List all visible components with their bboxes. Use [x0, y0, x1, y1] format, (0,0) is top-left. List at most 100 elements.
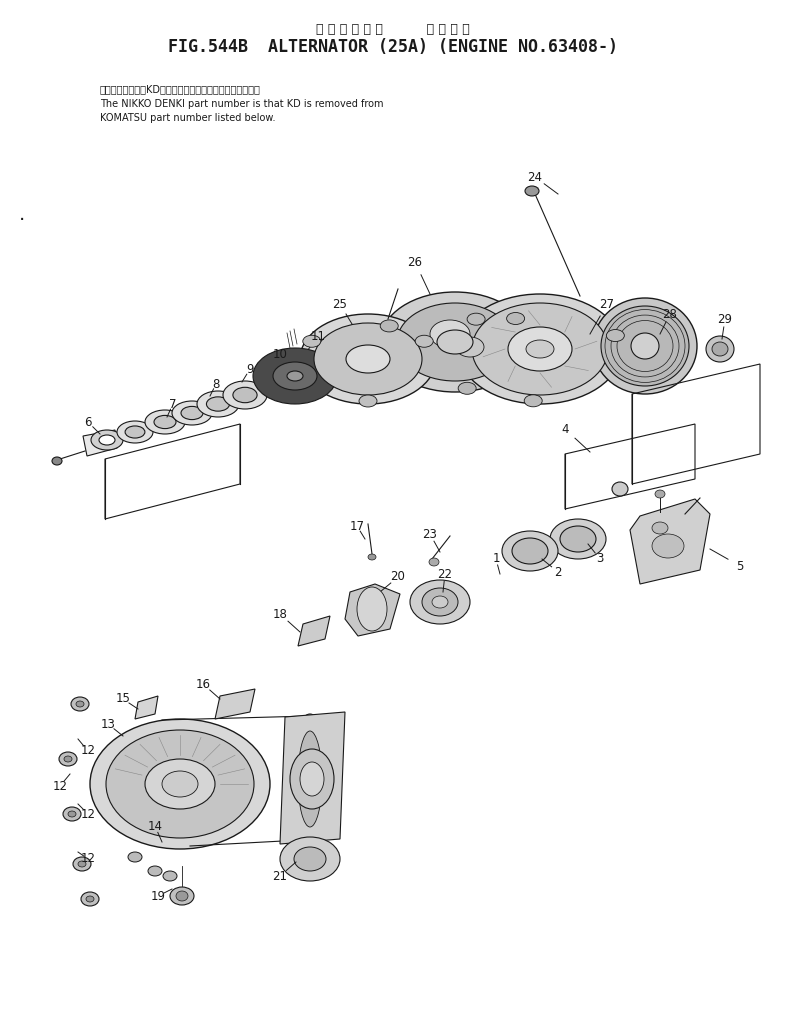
- Polygon shape: [135, 696, 158, 719]
- Text: オ ル タ ネ ー タ          適 用 号 機: オ ル タ ネ ー タ 適 用 号 機: [316, 22, 470, 35]
- Ellipse shape: [303, 336, 321, 347]
- Text: 13: 13: [101, 718, 116, 730]
- Text: KOMATSU part number listed below.: KOMATSU part number listed below.: [100, 113, 275, 123]
- Ellipse shape: [253, 348, 337, 404]
- Ellipse shape: [181, 407, 203, 420]
- Ellipse shape: [290, 714, 330, 844]
- Ellipse shape: [380, 320, 398, 332]
- Text: 29: 29: [718, 312, 733, 325]
- Ellipse shape: [652, 522, 668, 534]
- Ellipse shape: [380, 292, 530, 392]
- Ellipse shape: [298, 731, 322, 827]
- Ellipse shape: [526, 340, 554, 358]
- Ellipse shape: [86, 896, 94, 902]
- Ellipse shape: [397, 303, 513, 381]
- Ellipse shape: [163, 871, 177, 881]
- Text: 7: 7: [169, 397, 177, 411]
- Ellipse shape: [128, 852, 142, 862]
- Ellipse shape: [458, 294, 622, 404]
- Text: 17: 17: [349, 519, 364, 532]
- Ellipse shape: [458, 382, 476, 394]
- Text: 4: 4: [561, 423, 569, 435]
- Ellipse shape: [346, 345, 390, 373]
- Ellipse shape: [512, 538, 548, 564]
- Polygon shape: [83, 430, 117, 456]
- Ellipse shape: [59, 752, 77, 766]
- Text: 24: 24: [527, 170, 542, 184]
- Ellipse shape: [422, 588, 458, 615]
- Text: 1: 1: [492, 553, 500, 566]
- Text: 10: 10: [272, 348, 287, 361]
- Ellipse shape: [99, 435, 115, 445]
- Ellipse shape: [368, 554, 376, 560]
- Ellipse shape: [507, 312, 525, 324]
- Text: 12: 12: [80, 853, 95, 866]
- Ellipse shape: [560, 526, 596, 552]
- Ellipse shape: [233, 387, 257, 403]
- Ellipse shape: [314, 323, 422, 395]
- Text: .: .: [19, 205, 25, 223]
- Ellipse shape: [300, 762, 324, 796]
- Text: 27: 27: [600, 297, 615, 310]
- Text: 19: 19: [150, 889, 165, 902]
- Polygon shape: [298, 615, 330, 646]
- Polygon shape: [215, 689, 255, 719]
- Ellipse shape: [550, 519, 606, 559]
- Polygon shape: [630, 499, 710, 584]
- Ellipse shape: [612, 482, 628, 496]
- Text: 18: 18: [272, 607, 287, 621]
- Ellipse shape: [76, 701, 84, 707]
- Ellipse shape: [606, 330, 624, 342]
- Ellipse shape: [359, 395, 377, 407]
- Text: 20: 20: [390, 571, 405, 583]
- Ellipse shape: [81, 892, 99, 906]
- Ellipse shape: [525, 186, 539, 196]
- Ellipse shape: [206, 396, 230, 411]
- Ellipse shape: [410, 580, 470, 624]
- Ellipse shape: [91, 430, 123, 450]
- Ellipse shape: [290, 749, 334, 809]
- Ellipse shape: [71, 697, 89, 711]
- Ellipse shape: [300, 314, 436, 404]
- Text: 品番のメーカ記号KDを除いたものが日炅電機の品番です．: 品番のメーカ記号KDを除いたものが日炅電機の品番です．: [100, 84, 260, 94]
- Ellipse shape: [430, 320, 470, 348]
- Text: 21: 21: [272, 869, 287, 882]
- Ellipse shape: [712, 342, 728, 356]
- Ellipse shape: [64, 756, 72, 762]
- Text: 12: 12: [80, 744, 95, 757]
- Ellipse shape: [280, 837, 340, 881]
- Ellipse shape: [631, 333, 659, 359]
- Text: The NIKKO DENKI part number is that KD is removed from: The NIKKO DENKI part number is that KD i…: [100, 99, 383, 108]
- Ellipse shape: [706, 336, 734, 362]
- Text: 12: 12: [80, 807, 95, 820]
- Ellipse shape: [197, 391, 239, 417]
- Ellipse shape: [472, 303, 608, 395]
- Ellipse shape: [154, 416, 176, 429]
- Ellipse shape: [172, 401, 212, 425]
- Ellipse shape: [52, 457, 62, 465]
- Ellipse shape: [78, 861, 86, 867]
- Ellipse shape: [601, 306, 689, 386]
- Text: 26: 26: [408, 256, 423, 269]
- Text: 5: 5: [737, 560, 744, 573]
- Text: FIG.544B  ALTERNATOR (25A) (ENGINE NO.63408-): FIG.544B ALTERNATOR (25A) (ENGINE NO.634…: [168, 38, 618, 56]
- Ellipse shape: [73, 857, 91, 871]
- Ellipse shape: [125, 426, 145, 438]
- Ellipse shape: [456, 337, 484, 357]
- Ellipse shape: [429, 558, 439, 566]
- Text: 9: 9: [246, 362, 253, 375]
- Text: 15: 15: [116, 693, 131, 706]
- Ellipse shape: [655, 490, 665, 498]
- Ellipse shape: [63, 807, 81, 821]
- Ellipse shape: [223, 381, 267, 409]
- Text: 3: 3: [597, 553, 604, 566]
- Polygon shape: [345, 584, 400, 636]
- Ellipse shape: [90, 719, 270, 849]
- Text: 14: 14: [147, 819, 162, 832]
- Ellipse shape: [170, 887, 194, 906]
- Ellipse shape: [287, 371, 303, 381]
- Ellipse shape: [652, 534, 684, 558]
- Ellipse shape: [593, 298, 697, 394]
- Ellipse shape: [145, 410, 185, 434]
- Text: 12: 12: [53, 780, 68, 793]
